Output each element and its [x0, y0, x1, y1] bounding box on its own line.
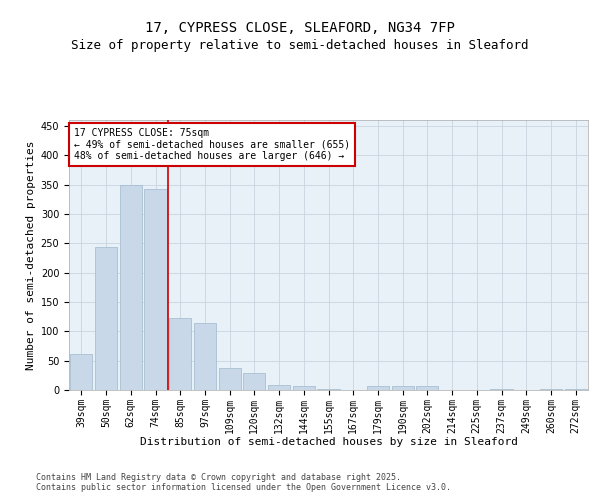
Bar: [70, 354, 92, 390]
Bar: [145, 188, 167, 390]
Bar: [268, 384, 290, 390]
Text: Contains HM Land Registry data © Crown copyright and database right 2025.
Contai: Contains HM Land Registry data © Crown c…: [36, 473, 451, 492]
Bar: [95, 248, 117, 390]
Bar: [490, 389, 512, 390]
Text: 17, CYPRESS CLOSE, SLEAFORD, NG34 7FP: 17, CYPRESS CLOSE, SLEAFORD, NG34 7FP: [145, 20, 455, 34]
Text: 17 CYPRESS CLOSE: 75sqm
← 49% of semi-detached houses are smaller (655)
48% of s: 17 CYPRESS CLOSE: 75sqm ← 49% of semi-de…: [74, 128, 350, 162]
Bar: [416, 386, 439, 390]
Y-axis label: Number of semi-detached properties: Number of semi-detached properties: [26, 140, 37, 370]
Bar: [367, 386, 389, 390]
Bar: [119, 184, 142, 390]
Bar: [293, 386, 315, 390]
Bar: [317, 389, 340, 390]
Bar: [194, 322, 216, 390]
Bar: [392, 386, 414, 390]
Text: Size of property relative to semi-detached houses in Sleaford: Size of property relative to semi-detach…: [71, 38, 529, 52]
Bar: [218, 368, 241, 390]
Bar: [243, 373, 265, 390]
X-axis label: Distribution of semi-detached houses by size in Sleaford: Distribution of semi-detached houses by …: [139, 437, 517, 447]
Bar: [169, 318, 191, 390]
Bar: [565, 389, 587, 390]
